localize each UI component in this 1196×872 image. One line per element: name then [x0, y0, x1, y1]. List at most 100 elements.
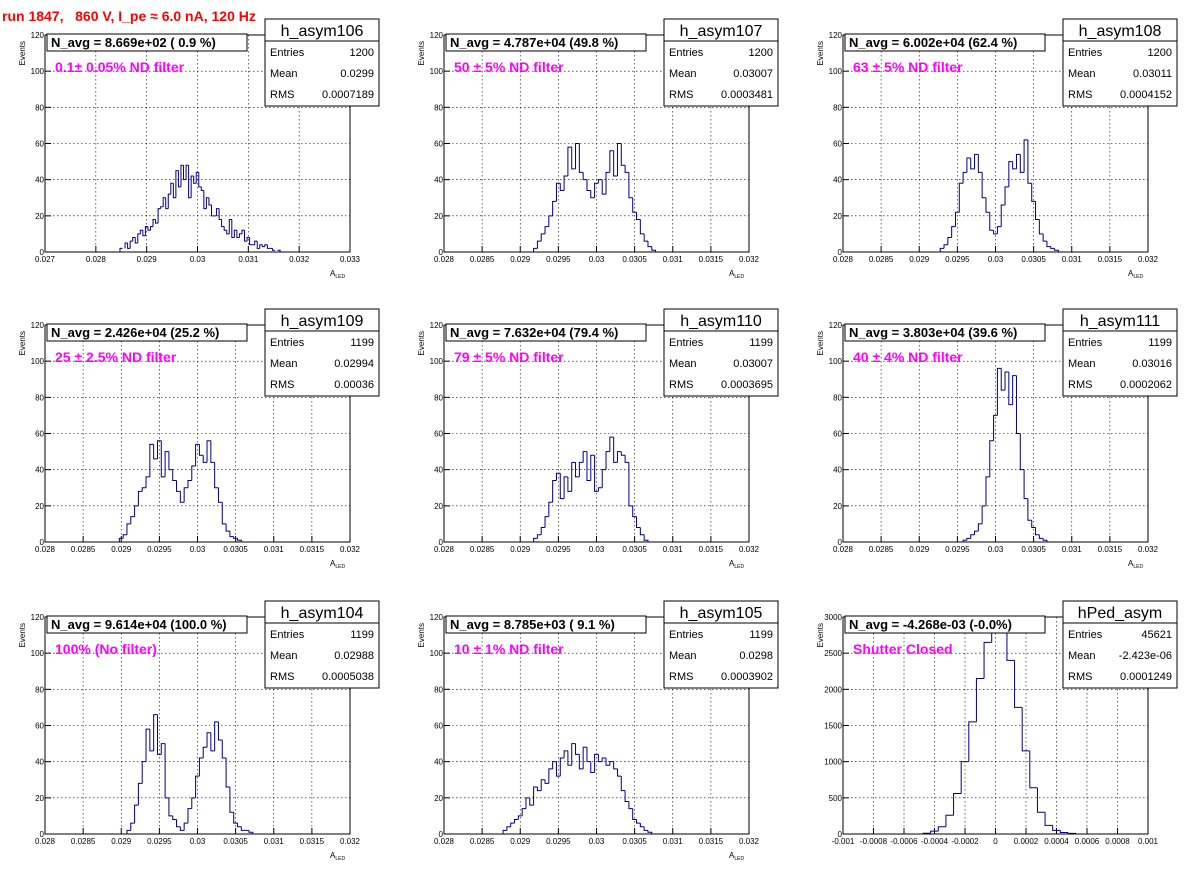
x-tick-label: 0.0295 — [546, 255, 571, 264]
histogram-bin — [190, 175, 194, 198]
histogram-bin — [609, 761, 614, 766]
histogram-bin — [160, 206, 164, 209]
x-tick-label: 0.031 — [1062, 255, 1083, 264]
histogram-bin — [993, 414, 998, 441]
histogram-bin — [164, 743, 169, 799]
stat-label: Mean — [270, 68, 298, 80]
y-tick-label: 100 — [829, 357, 843, 366]
histogram-h_asym108: 0.028 0.0285 0.029 0.0295 0.03 0.0305 0.031 0.0… — [816, 18, 1178, 280]
y-tick-label: 0 — [838, 248, 843, 257]
stat-label: Entries — [270, 47, 305, 59]
histogram-bin — [636, 819, 641, 824]
x-axis-label: ALED — [1128, 269, 1143, 280]
histogram-bin — [129, 240, 133, 249]
y-tick-label: 20 — [833, 502, 842, 511]
stat-label: RMS — [270, 379, 294, 391]
y-tick-label: 120 — [430, 31, 444, 40]
x-tick-label: 0.032 — [289, 255, 310, 264]
filter-label: Shutter Closed — [853, 641, 953, 657]
histogram-bin — [555, 182, 561, 202]
histogram-bin — [124, 242, 128, 249]
x-tick-label: 0.0305 — [1021, 255, 1046, 264]
histogram-bin — [187, 808, 192, 824]
x-tick-label: 0.0305 — [622, 545, 647, 554]
histogram-bin — [122, 534, 127, 539]
histogram-bin — [210, 440, 215, 463]
histogram-bin — [533, 537, 538, 542]
navg-label: N_avg = 6.002e+04 (62.4 %) — [849, 35, 1017, 50]
histogram-bin — [616, 451, 622, 463]
histogram-bin — [137, 490, 143, 506]
y-tick-label: 0 — [439, 538, 444, 547]
y-tick-label: 80 — [35, 393, 44, 402]
x-axis-label: ALED — [729, 851, 744, 862]
y-tick-label: 100 — [31, 357, 45, 366]
y-tick-label: 40 — [35, 176, 44, 185]
x-tick-label: -0.0002 — [951, 837, 979, 846]
stat-label: RMS — [1068, 379, 1092, 391]
histogram-bin — [137, 782, 143, 806]
histogram-bin — [176, 819, 181, 828]
histogram-bin — [164, 451, 169, 477]
stats-box — [264, 18, 380, 107]
histogram-bin — [147, 226, 151, 231]
histogram-bin — [188, 165, 192, 199]
histogram-name: h_asym108 — [1079, 23, 1162, 40]
histogram-bin — [981, 172, 986, 199]
histogram-name: h_asym106 — [281, 23, 364, 40]
x-tick-label: 0.031 — [663, 837, 684, 846]
histogram-bin — [548, 501, 553, 517]
stat-label: RMS — [1068, 89, 1092, 101]
histogram-bin — [514, 819, 519, 824]
histogram-bin — [160, 440, 166, 478]
histogram-bin — [533, 786, 538, 806]
histogram-bin — [594, 455, 599, 492]
histogram-bin — [1031, 520, 1036, 529]
histogram-bin — [517, 815, 523, 820]
histogram-bin — [945, 814, 954, 827]
histogram-bin — [559, 757, 565, 777]
histogram-bin — [229, 531, 234, 538]
x-tick-label: 0.03 — [190, 837, 206, 846]
stat-label: RMS — [270, 671, 294, 683]
x-tick-label: 0.0285 — [869, 545, 894, 554]
histogram-bin — [620, 451, 626, 456]
histogram-bin — [533, 247, 538, 252]
x-tick-label: -0.001 — [832, 837, 855, 846]
histogram-bin — [126, 829, 131, 834]
histogram-h_asym106: 0.027 0.028 0.029 0.03 0.031 0.032 0.033 0 20 40 6… — [18, 18, 380, 280]
x-tick-label: 0.0295 — [147, 545, 172, 554]
histogram-bin — [605, 451, 610, 470]
x-tick-label: 0.029 — [510, 837, 531, 846]
histogram-bin — [1012, 375, 1017, 405]
x-tick-label: 0.027 — [35, 255, 56, 264]
filter-label: 40 ± 4% ND filter — [853, 349, 963, 365]
histogram-bin — [548, 215, 553, 227]
histogram-bin — [179, 491, 185, 503]
x-tick-label: 0.029 — [510, 545, 531, 554]
stat-label: Entries — [1068, 337, 1103, 349]
histogram-bin — [647, 830, 653, 834]
histogram-bin — [966, 537, 971, 541]
histogram-bin — [1027, 498, 1032, 521]
histogram-bin — [152, 218, 156, 227]
histogram-bin — [249, 237, 253, 246]
x-tick-label: 0.03 — [589, 837, 605, 846]
y-tick-label: 0 — [439, 248, 444, 257]
x-tick-label: 0.03 — [988, 545, 1004, 554]
histogram-bin — [632, 505, 637, 518]
histogram-bin — [590, 761, 595, 774]
histogram-bin — [208, 197, 212, 206]
histogram-bin — [266, 244, 270, 249]
stat-value: 0.0003481 — [721, 89, 773, 101]
y-axis-label: Events — [18, 41, 27, 65]
histogram-bin — [237, 538, 242, 542]
histogram-bin — [134, 804, 139, 824]
filter-label: 25 ± 2.5% ND filter — [55, 349, 177, 365]
stat-label: RMS — [669, 89, 693, 101]
histogram-name: h_asym104 — [281, 605, 364, 622]
x-tick-label: 0.028 — [434, 255, 455, 264]
y-tick-label: 100 — [430, 67, 444, 76]
histogram-bin — [157, 208, 161, 224]
x-axis-label: ALED — [330, 559, 345, 570]
